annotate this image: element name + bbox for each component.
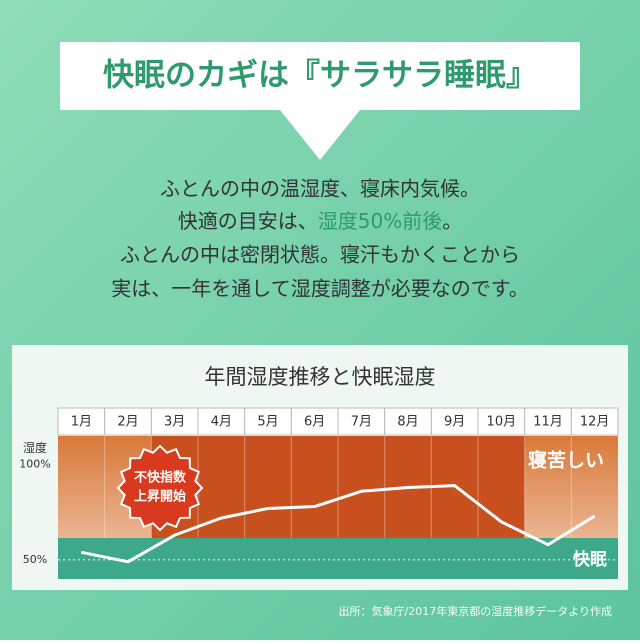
x-tick-label: 5月	[257, 415, 278, 430]
x-tick-label: 1月	[71, 415, 92, 430]
body-line: ふとんの中の温湿度、寝床内気候。	[160, 177, 480, 201]
y-tick-label: 100%	[19, 458, 50, 471]
x-tick-label: 8月	[397, 415, 418, 430]
month-cell	[150, 407, 199, 436]
month-cell	[384, 407, 432, 436]
zone-lower	[58, 538, 618, 579]
x-tick-label: 10月	[487, 415, 517, 430]
body-line: ふとんの中は密閉状態。寝汗もかくことから	[120, 243, 520, 267]
month-cell	[524, 407, 572, 436]
month-cell	[57, 407, 106, 436]
x-tick-label: 3月	[164, 415, 185, 430]
y-axis-label: 湿度	[23, 440, 47, 455]
callout-text: 不快指数	[134, 470, 187, 486]
x-tick-label: 6月	[304, 415, 325, 430]
line-series	[81, 484, 596, 564]
x-tick-label: 4月	[211, 415, 232, 430]
month-cell	[477, 407, 526, 436]
month-cell	[290, 407, 339, 436]
source: 出所：気象庁/2017年東京都の湿度推移データより作成	[339, 604, 612, 618]
zone-label: 寝苦しい	[528, 449, 604, 472]
banner	[60, 42, 580, 160]
x-tick-label: 11月	[533, 415, 563, 430]
callout-text: 上昇開始	[134, 489, 186, 505]
month-cell	[197, 407, 246, 436]
chart-title: 年間湿度推移と快眠湿度	[205, 365, 436, 389]
x-tick-label: 12月	[580, 415, 610, 430]
x-tick-label: 9月	[444, 415, 465, 430]
x-tick-label: 7月	[351, 415, 372, 430]
y-tick-label: 50%	[23, 553, 47, 566]
callout-burst	[116, 444, 204, 532]
month-cell	[430, 407, 479, 436]
month-cell	[570, 407, 619, 436]
body-line: 実は、一年を通して湿度調整が必要なのです。	[111, 277, 528, 301]
zone-label: 快眠	[573, 549, 607, 570]
month-cell	[104, 407, 152, 436]
body-line: 快適の目安は、湿度50%前後。	[178, 209, 462, 233]
title: 快眠のカギは『サラサラ睡眠』	[103, 58, 537, 94]
x-tick-label: 2月	[117, 415, 138, 430]
